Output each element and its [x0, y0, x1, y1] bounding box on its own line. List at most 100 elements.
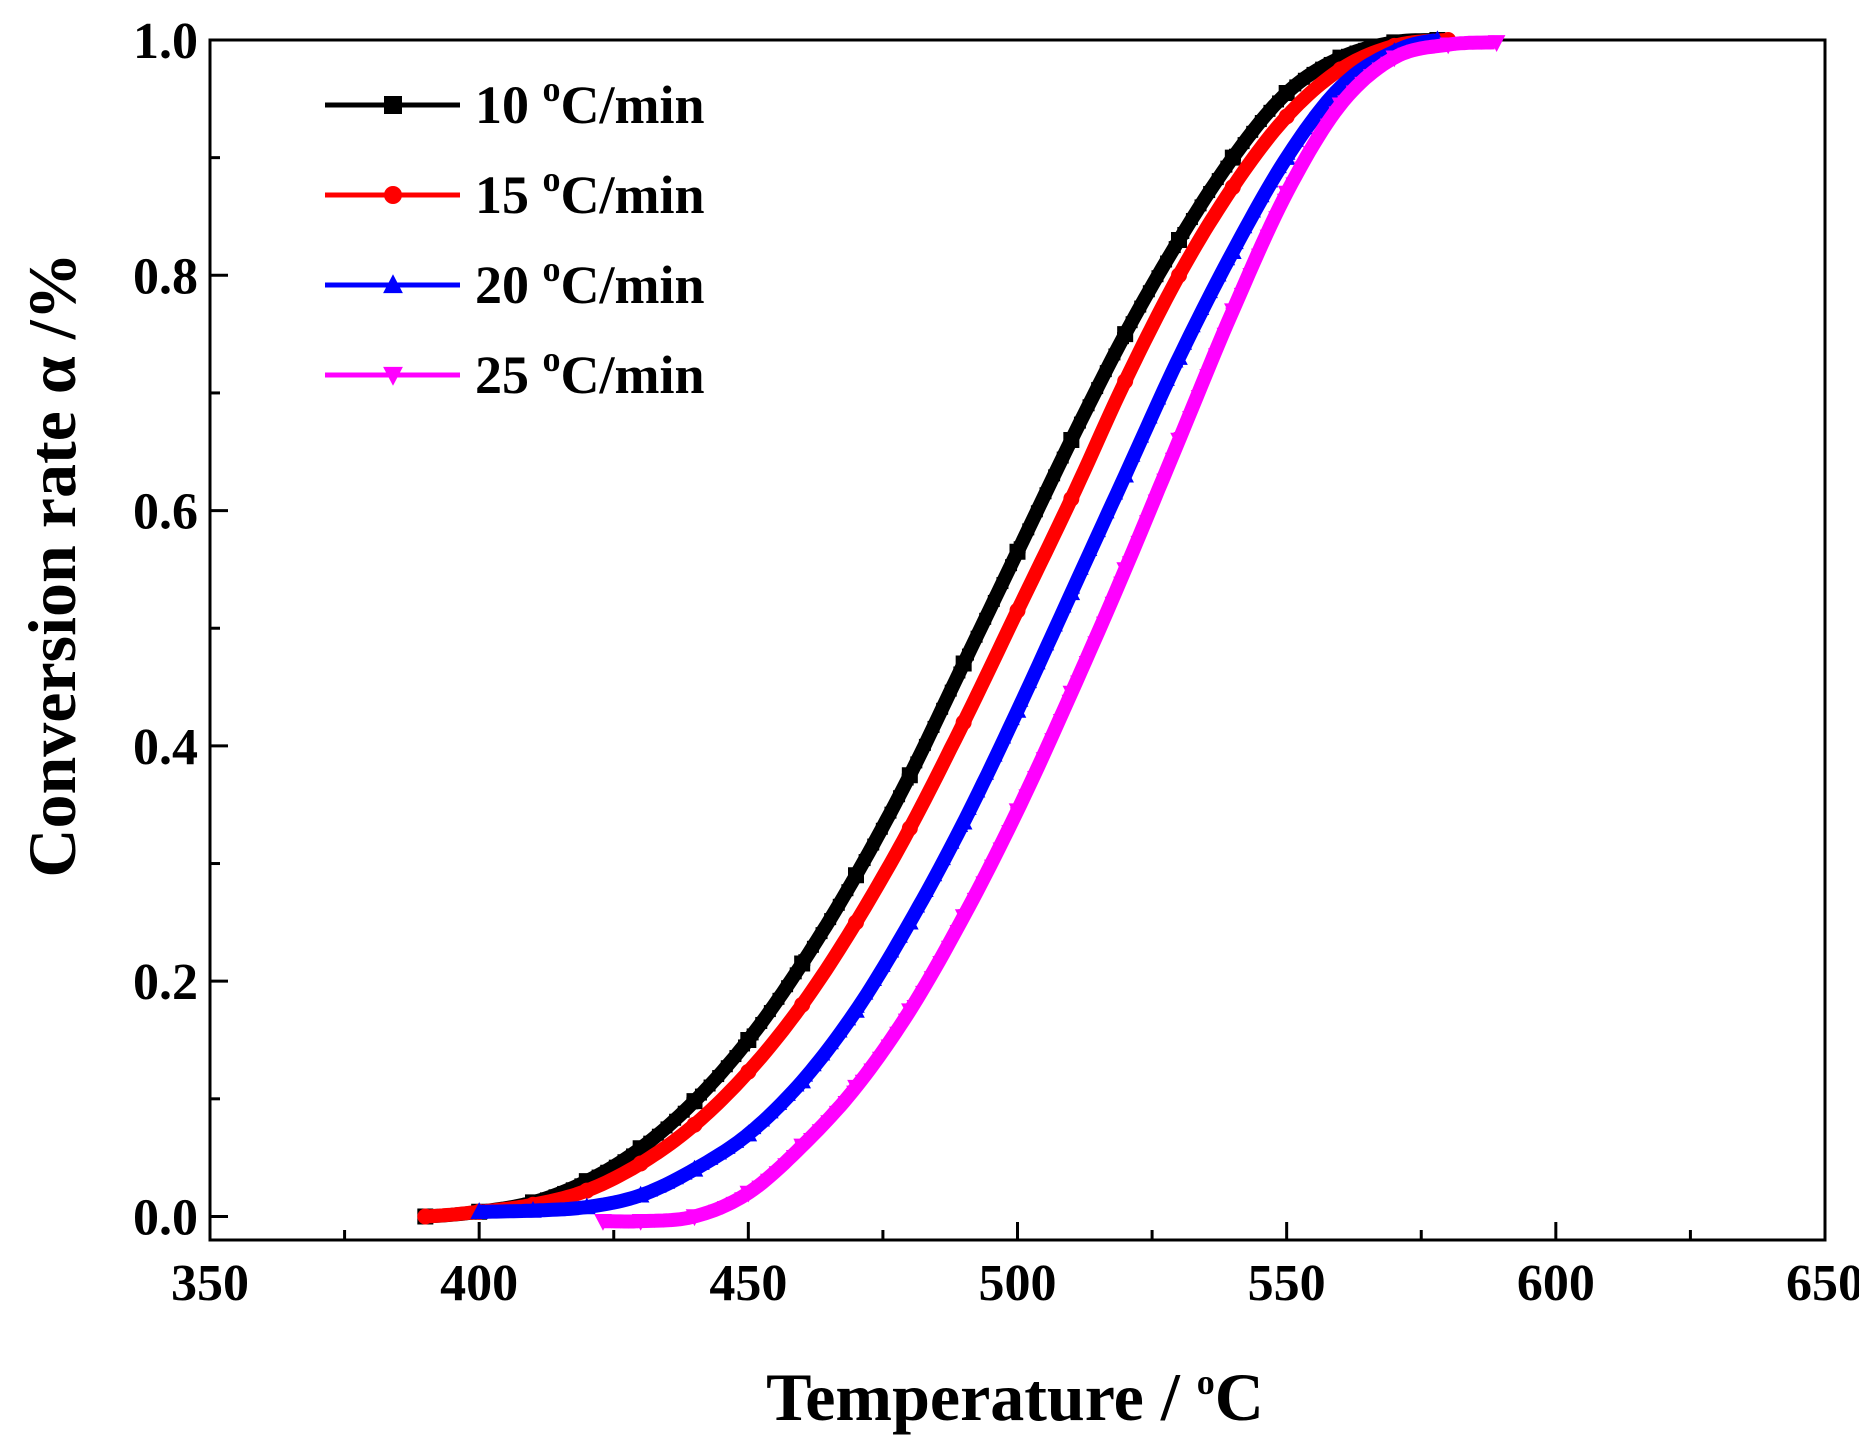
data-point [417, 1208, 434, 1225]
data-point [909, 809, 923, 823]
data-point [1038, 546, 1052, 560]
data-point [793, 1071, 811, 1089]
data-point [1142, 285, 1155, 298]
data-point [901, 820, 918, 837]
data-point [966, 892, 980, 906]
data-point [1062, 685, 1081, 703]
data-point [1185, 213, 1198, 226]
data-point [1308, 110, 1322, 123]
data-point [1030, 564, 1044, 578]
data-point [1170, 348, 1188, 365]
series-group [417, 30, 1506, 1231]
legend-unit: C/min [561, 345, 705, 405]
data-point [1052, 714, 1067, 727]
x-axis-title-unit: C [1215, 1359, 1264, 1435]
data-point [673, 1213, 688, 1227]
data-point [1242, 268, 1256, 281]
data-point [1082, 454, 1096, 468]
data-point [754, 1050, 768, 1064]
data-point [703, 1104, 717, 1118]
data-point [1108, 348, 1121, 361]
y-tick-label: 1.0 [133, 13, 198, 70]
data-point [1299, 121, 1313, 135]
data-point [1182, 411, 1196, 424]
data-point [1125, 316, 1138, 329]
data-point [1008, 803, 1027, 821]
data-point [875, 822, 888, 835]
data-point [725, 1196, 739, 1210]
data-point [832, 943, 846, 957]
data-point [894, 930, 908, 943]
data-point [1021, 581, 1035, 595]
data-point [1125, 361, 1139, 375]
data-point [763, 1040, 777, 1054]
data-point [1062, 583, 1081, 601]
data-point [937, 852, 951, 866]
data-point [954, 812, 973, 830]
data-point [1224, 303, 1242, 321]
data-point [1095, 616, 1110, 630]
data-point [1075, 562, 1089, 575]
legend-label: 20 oC/min [475, 249, 705, 315]
data-point [929, 868, 943, 882]
data-point [1246, 125, 1259, 138]
legend-degree: o [543, 69, 561, 109]
series-25 [594, 35, 1506, 1231]
data-point [720, 1060, 733, 1073]
data-point [670, 1171, 684, 1185]
x-axis-title: Temperature / oC [766, 1359, 1264, 1435]
data-point [1194, 231, 1208, 245]
data-point [834, 1024, 848, 1038]
data-point [1423, 41, 1437, 55]
x-tick-label: 350 [171, 1255, 249, 1312]
data-point [1332, 61, 1349, 78]
data-point [806, 982, 820, 996]
data-point [1185, 246, 1199, 260]
data-point [1294, 161, 1308, 175]
data-point [972, 784, 986, 798]
data-point [1466, 37, 1480, 50]
data-point [920, 884, 934, 898]
data-point [774, 1097, 788, 1110]
data-point [1250, 248, 1265, 262]
x-tick-label: 450 [709, 1255, 787, 1312]
data-point [1474, 37, 1489, 50]
data-point [858, 854, 871, 867]
data-point [1171, 232, 1187, 248]
data-point [892, 841, 906, 855]
x-tick-label: 550 [1248, 1255, 1326, 1312]
legend-marker [384, 96, 402, 114]
data-point [685, 1209, 704, 1227]
data-point [729, 1050, 742, 1063]
data-point [794, 996, 811, 1013]
data-point [1204, 285, 1218, 299]
data-point [1049, 618, 1063, 632]
data-point [1135, 430, 1149, 443]
legend-item: 25 oC/min [325, 339, 705, 405]
data-point [1073, 473, 1087, 487]
data-point [1259, 229, 1273, 243]
data-point [777, 1158, 791, 1171]
y-tick-label: 0.8 [133, 248, 198, 305]
data-point [1211, 173, 1224, 186]
data-point [877, 959, 891, 972]
data-point [815, 970, 829, 984]
legend-rate: 15 [475, 165, 543, 225]
data-point [1116, 562, 1134, 580]
data-point [970, 689, 984, 703]
data-point [793, 1138, 811, 1156]
data-point [954, 909, 973, 927]
x-axis-title-main: Temperature / [766, 1359, 1197, 1435]
data-point [886, 944, 900, 958]
data-point [662, 1176, 676, 1189]
data-point [1023, 675, 1038, 689]
data-point [1161, 373, 1175, 386]
data-point [632, 1155, 649, 1172]
data-point [524, 1200, 542, 1218]
data-point [1151, 270, 1164, 283]
data-point [811, 1124, 825, 1137]
data-point [1082, 399, 1095, 412]
data-point [470, 1202, 488, 1219]
data-point [1278, 108, 1295, 125]
